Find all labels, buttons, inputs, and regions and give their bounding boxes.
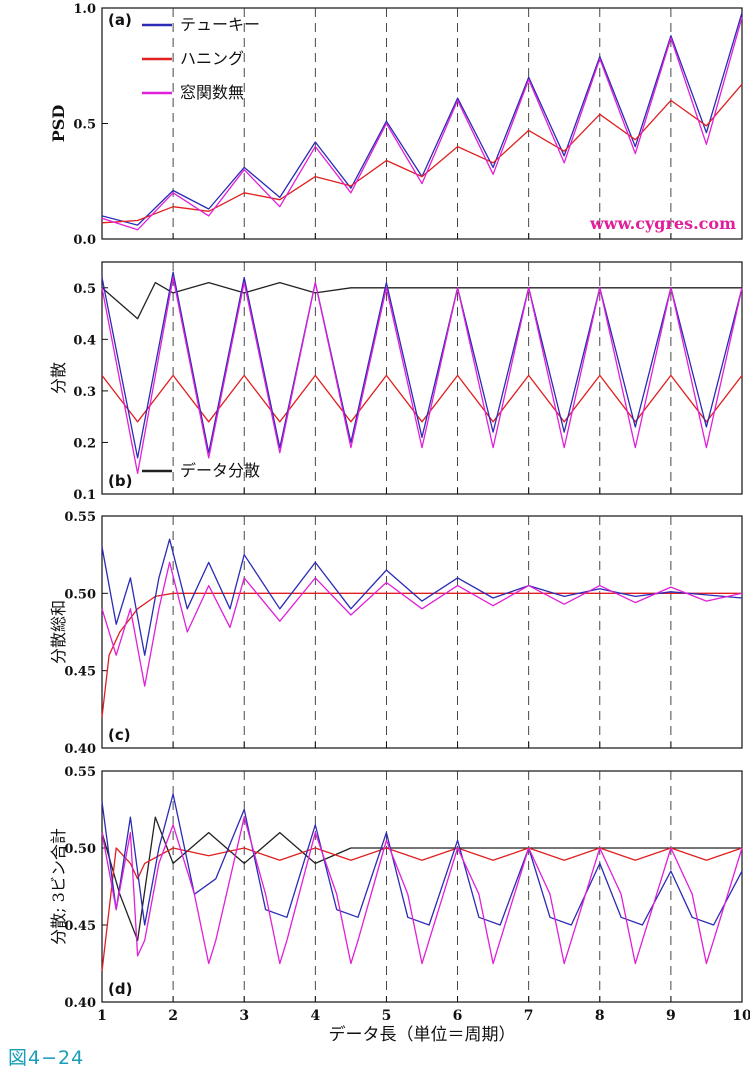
plot-frame [101,7,743,240]
panel-label: (d) [108,980,132,998]
series-line-tukey [101,538,743,656]
y-tick-label: 0.0 [73,233,96,248]
series-line-data [101,281,742,320]
y-tick-label: 0.5 [73,118,96,133]
x-tick-label: 7 [524,1008,534,1024]
series-line-none [101,561,743,687]
series-line-none [101,17,743,231]
y-tick-label: 0.45 [64,919,96,934]
y-tick-label: 0.40 [64,742,96,757]
x-tick-label: 9 [666,1008,676,1024]
plot-frame [101,261,743,495]
y-tick-label: 0.4 [73,333,96,348]
series-line-none [101,276,743,475]
panel-label: (c) [108,726,131,744]
y-tick-label: 0.45 [64,665,96,680]
panel-label: (b) [108,472,132,490]
y-tick-label: 0.3 [73,385,96,400]
x-axis-label: データ長（単位＝周期） [329,1024,516,1045]
x-tick-label: 1 [97,1008,107,1024]
y-axis-label: 分散 [49,362,68,394]
panel-label: (a) [108,11,132,29]
legend-entry: ハニング [180,49,244,68]
chart-panel-3: 0.40 0.45 0.50 0.55 1 2 3 4 5 6 7 8 9 10 分散; 3ビン合計 (d) [49,765,750,1024]
legend-entry: テューキー [180,15,260,34]
x-tick-label: 8 [595,1008,605,1024]
y-tick-label: 0.55 [64,765,96,780]
series-line-tukey [101,271,743,459]
y-tick-label: 0.50 [64,842,96,857]
y-tick-label: 0.55 [64,510,96,525]
y-axis-label: 分散総和 [49,600,68,664]
y-tick-label: 0.40 [64,996,96,1011]
y-tick-label: 0.1 [73,488,96,503]
x-tick-label: 6 [453,1008,463,1024]
chart-panel-2: 0.40 0.45 0.50 0.55 分散総和 (c) [49,510,743,757]
y-axis-label: PSD [49,105,68,143]
series-line-hanning [101,374,743,423]
series-line-hanning [101,592,742,718]
chart-panel-1: 0.1 0.2 0.3 0.4 0.5 分散 (b) データ分散 [49,261,743,503]
x-tick-label: 3 [239,1008,249,1024]
y-axis-label: 分散; 3ビン合計 [49,828,68,945]
series-line-none [101,816,743,965]
y-tick-label: 1.0 [73,2,96,17]
x-tick-label: 4 [310,1008,320,1024]
legend-entry: 窓関数無 [180,83,244,102]
y-tick-label: 0.50 [64,587,96,602]
y-tick-label: 0.5 [73,282,96,297]
plot-frame [101,515,743,749]
x-tick-label: 10 [732,1008,750,1024]
series-line-tukey [101,793,743,926]
series-line-hanning [101,83,743,224]
series-line-hanning [101,847,743,972]
legend-entry: データ分散 [180,461,260,480]
watermark: www.cygres.com [589,214,736,233]
x-tick-label: 5 [382,1008,392,1024]
figure-caption: 図4−24 [8,1047,85,1069]
plot-frame [101,770,743,1003]
x-tick-label: 2 [168,1008,178,1024]
y-tick-label: 0.2 [73,436,96,451]
